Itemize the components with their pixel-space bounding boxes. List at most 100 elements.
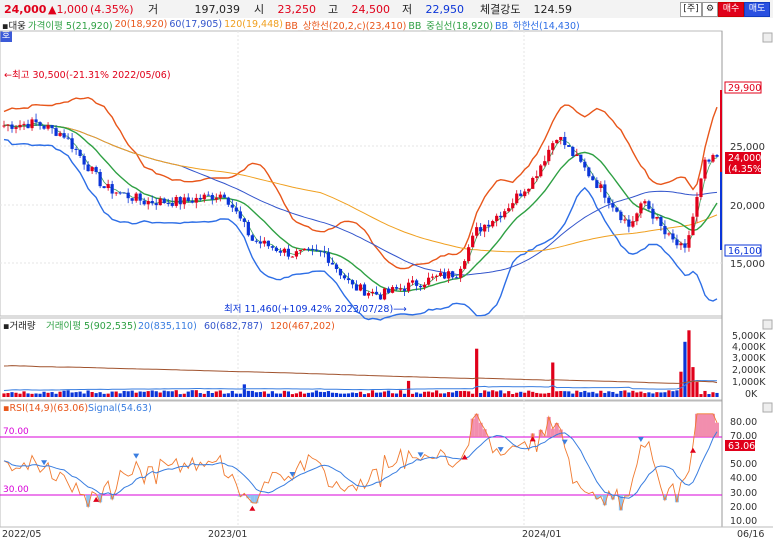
candle-body xyxy=(627,219,631,227)
volume-ma-line xyxy=(3,379,717,391)
volume-bar xyxy=(515,392,519,397)
rsi-oversold-fill xyxy=(602,495,607,506)
legend-ma5[interactable]: 가격이평 5(21,920) xyxy=(27,20,113,32)
legend-ma120[interactable]: 120(19,448) xyxy=(224,19,283,30)
candle-body xyxy=(38,122,42,126)
price-axis-label: 25,000 xyxy=(730,142,765,153)
volume-bar xyxy=(659,392,663,397)
panel-collapse-button[interactable] xyxy=(762,402,773,413)
volume-bar xyxy=(374,392,379,397)
gear-icon[interactable]: ⚙ xyxy=(702,2,718,17)
volume-bar xyxy=(186,391,190,397)
candle-body xyxy=(322,251,327,253)
quote-toggle[interactable]: 호 xyxy=(0,31,12,42)
ma5-line xyxy=(3,121,718,296)
sell-signal-arrow xyxy=(133,453,140,459)
candle-body xyxy=(495,215,499,222)
volume-bar xyxy=(386,390,391,397)
volume-bar xyxy=(234,393,238,397)
volume-bar xyxy=(206,390,210,397)
volume-bar xyxy=(471,393,475,397)
volume-ma60-legend[interactable]: 60(682,787) xyxy=(204,321,263,332)
candle-body xyxy=(282,248,286,253)
rsi-overbought-fill xyxy=(478,422,483,437)
candle-body xyxy=(410,280,415,283)
candle-body xyxy=(503,211,507,218)
rsi-title[interactable]: ▪RSI(14,9)(63.06) xyxy=(3,403,88,414)
legend-ma20[interactable]: 20(18,920) xyxy=(114,19,168,30)
candle-body xyxy=(439,272,443,276)
sell-signal-arrow xyxy=(417,452,424,458)
candle-body xyxy=(334,264,339,270)
candle-body xyxy=(218,194,222,198)
candle-body xyxy=(703,159,707,179)
candle-body xyxy=(182,197,186,205)
volume-bar xyxy=(302,393,307,397)
volume-value: 197,039 xyxy=(194,2,241,16)
volume-bar xyxy=(483,390,487,397)
candle-body xyxy=(86,164,90,172)
stock-button[interactable]: [주] xyxy=(680,2,702,17)
volume-bar xyxy=(519,391,523,397)
candle-body xyxy=(467,247,471,262)
candle-body xyxy=(643,201,647,204)
panel-collapse-button[interactable] xyxy=(762,32,773,43)
volume-bar xyxy=(242,384,246,397)
candle-body xyxy=(10,124,14,129)
volume-bar xyxy=(290,394,295,397)
legend-bb-lower[interactable]: BB_하한선(14,430) xyxy=(495,20,580,32)
volume-bar xyxy=(567,391,571,397)
legend-bb-mid[interactable]: BB_중심선(18,920) xyxy=(408,20,494,32)
volume-bar xyxy=(194,390,198,397)
panel-collapse-button[interactable] xyxy=(762,319,773,330)
volume-bar xyxy=(222,393,226,397)
candle-body xyxy=(591,176,595,181)
candle-body xyxy=(587,167,591,177)
volume-bar xyxy=(390,393,395,397)
volume-bar xyxy=(475,348,479,397)
volume-bar xyxy=(611,391,615,397)
volume-bar xyxy=(150,390,154,397)
candle-body xyxy=(362,284,367,296)
candle-body xyxy=(599,184,603,189)
candle-body xyxy=(647,201,651,209)
volume-axis-label: 0K xyxy=(745,389,758,400)
low-value: 22,950 xyxy=(425,2,465,16)
legend-bb-upper[interactable]: BB_상한선(20,2,c)(23,410) xyxy=(284,20,407,32)
volume-bar xyxy=(218,390,222,397)
legend-ma60[interactable]: 60(17,905) xyxy=(169,19,223,30)
volume-bar xyxy=(667,390,671,397)
candle-body xyxy=(398,288,403,290)
rsi-line xyxy=(3,412,718,511)
rsi-overbought-fill xyxy=(554,423,559,437)
volume-bar xyxy=(487,391,491,397)
volume-bar xyxy=(527,390,531,397)
x-axis-label: 2024/01 xyxy=(522,529,561,539)
candle-body xyxy=(194,197,198,203)
rsi-overbought-fill xyxy=(538,429,543,437)
candle-body xyxy=(382,288,387,300)
buy-button[interactable]: 매수 xyxy=(718,2,744,17)
volume-ma5-legend[interactable]: 거래이평 5(902,535) xyxy=(46,321,137,332)
volume-bar xyxy=(202,393,206,397)
volume-ma120-legend[interactable]: 120(467,202) xyxy=(270,321,335,332)
volume-ma20-legend[interactable]: 20(835,110) xyxy=(138,321,197,332)
volume-bar xyxy=(467,391,471,397)
volume-bar xyxy=(258,391,262,397)
rsi-axis-label: 40.00 xyxy=(730,473,757,484)
volume-bar xyxy=(118,393,122,397)
candle-body xyxy=(126,192,130,199)
candle-body xyxy=(527,188,531,192)
candle-body xyxy=(635,213,639,222)
rsi-signal-legend[interactable]: Signal(54.63) xyxy=(88,403,152,414)
sell-button[interactable]: 매도 xyxy=(744,2,770,17)
candle-body xyxy=(463,261,467,269)
volume-bar xyxy=(382,391,387,397)
volume-bar xyxy=(14,392,18,397)
volume-bar xyxy=(266,393,270,397)
candle-body xyxy=(475,227,479,236)
volume-bar xyxy=(318,391,323,397)
rsi-overbought-fill xyxy=(710,413,715,437)
candle-body xyxy=(158,198,162,206)
candle-body xyxy=(455,277,459,279)
